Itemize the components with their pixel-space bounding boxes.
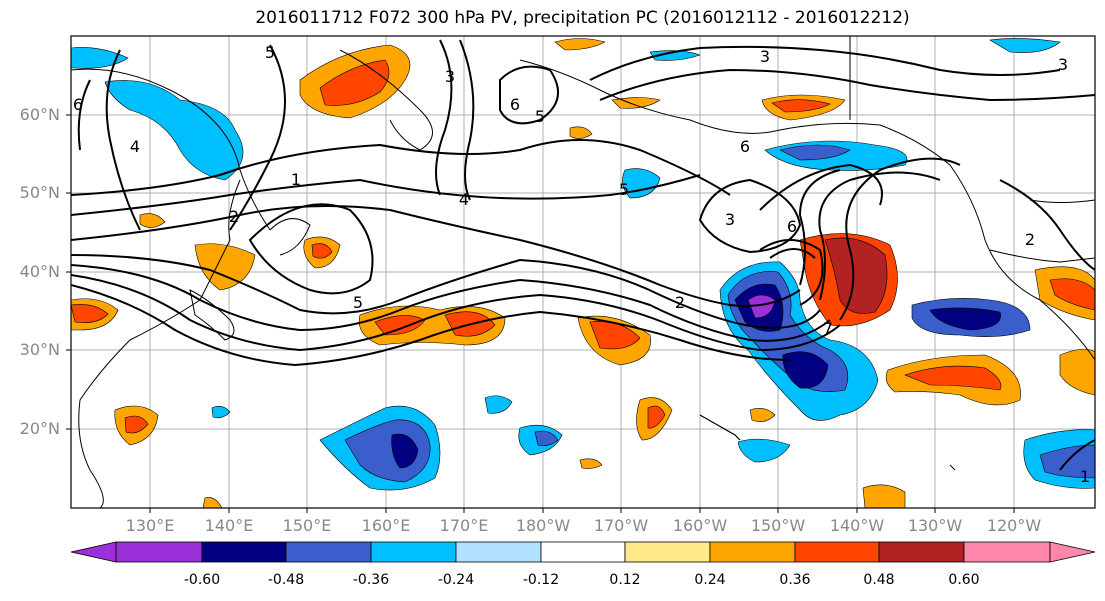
contour-label-group: 5 3 6 4 1 2 5 3 6 5 4 2 6 5 3 6 7 2 3 1 <box>73 43 1090 486</box>
precip-negative-anomalies <box>71 38 1095 491</box>
lon-label-130w: 130°W <box>907 516 963 535</box>
lon-label-130e: 130°E <box>125 516 175 535</box>
colorbar-segment <box>624 541 711 563</box>
lat-label-50n: 50°N <box>19 183 60 202</box>
lon-label-150e: 150°E <box>282 516 332 535</box>
lat-label-20n: 20°N <box>19 419 60 438</box>
colorbar-segment <box>370 541 457 563</box>
lon-label-170e: 170°E <box>439 516 489 535</box>
contour-label: 6 <box>73 95 83 114</box>
colorbar-segment <box>963 541 1051 563</box>
lon-label-140w: 140°W <box>829 516 885 535</box>
colorbar-segment <box>285 541 372 563</box>
contour-label: 2 <box>1025 230 1035 249</box>
contour-label: 6 <box>510 95 520 114</box>
contour-label: 4 <box>459 190 469 209</box>
figure-title: 2016011712 F072 300 hPa PV, precipitatio… <box>255 8 910 28</box>
contour-label: 5 <box>353 293 363 312</box>
colorbar-extend-min <box>70 541 117 563</box>
contour-label: 5 <box>619 180 629 199</box>
contour-label: 7 <box>823 319 833 338</box>
contour-label: 1 <box>1080 467 1090 486</box>
contour-label: 6 <box>740 137 750 156</box>
colorbar-segment <box>540 541 626 563</box>
lon-label-160e: 160°E <box>361 516 411 535</box>
colorbar-tick-label: -0.12 <box>522 572 560 588</box>
colorbar-tick-label: 0.12 <box>609 572 641 588</box>
lon-label-120w: 120°W <box>986 516 1042 535</box>
contour-label: 6 <box>787 217 797 236</box>
contour-label: 3 <box>445 67 455 86</box>
colorbar-tick-label: 0.48 <box>863 572 895 588</box>
pv-contours <box>71 39 1095 471</box>
lon-label-150w: 150°W <box>750 516 806 535</box>
colorbar-extend-max <box>1049 541 1096 563</box>
contour-label: 3 <box>725 210 735 229</box>
colorbar-tick-label: -0.48 <box>267 572 305 588</box>
lon-label-180w: 180°W <box>515 516 571 535</box>
contour-label: 2 <box>229 207 239 226</box>
colorbar-segment <box>115 541 203 563</box>
pv-streamer-circles <box>759 239 824 306</box>
lon-label-170w: 170°W <box>593 516 649 535</box>
colorbar-segment <box>709 541 796 563</box>
colorbar-tick-label: -0.60 <box>183 572 221 588</box>
colorbar-tick-label: 0.36 <box>779 572 811 588</box>
colorbar-segment <box>794 541 880 563</box>
contour-label: 3 <box>1058 55 1068 74</box>
lon-label-160w: 160°W <box>672 516 728 535</box>
contour-label: 3 <box>760 47 770 66</box>
colorbar-tick-label: -0.24 <box>437 572 475 588</box>
lon-label-140e: 140°E <box>204 516 254 535</box>
contour-label: 4 <box>130 137 140 156</box>
lat-label-30n: 30°N <box>19 340 60 359</box>
contour-label: 2 <box>675 293 685 312</box>
colorbar-tick-label: -0.36 <box>352 572 390 588</box>
lat-label-40n: 40°N <box>19 262 60 281</box>
colorbar <box>70 541 1096 563</box>
colorbar-tick-label: 0.60 <box>948 572 980 588</box>
lat-label-60n: 60°N <box>19 105 60 124</box>
contour-label: 5 <box>535 107 545 126</box>
colorbar-segment <box>878 541 965 563</box>
colorbar-segment <box>455 541 542 563</box>
colorbar-tick-label: 0.24 <box>694 572 726 588</box>
contour-label: 5 <box>265 43 275 62</box>
colorbar-segment <box>201 541 287 563</box>
axis-ticks <box>66 114 1015 513</box>
contour-label: 1 <box>291 170 301 189</box>
